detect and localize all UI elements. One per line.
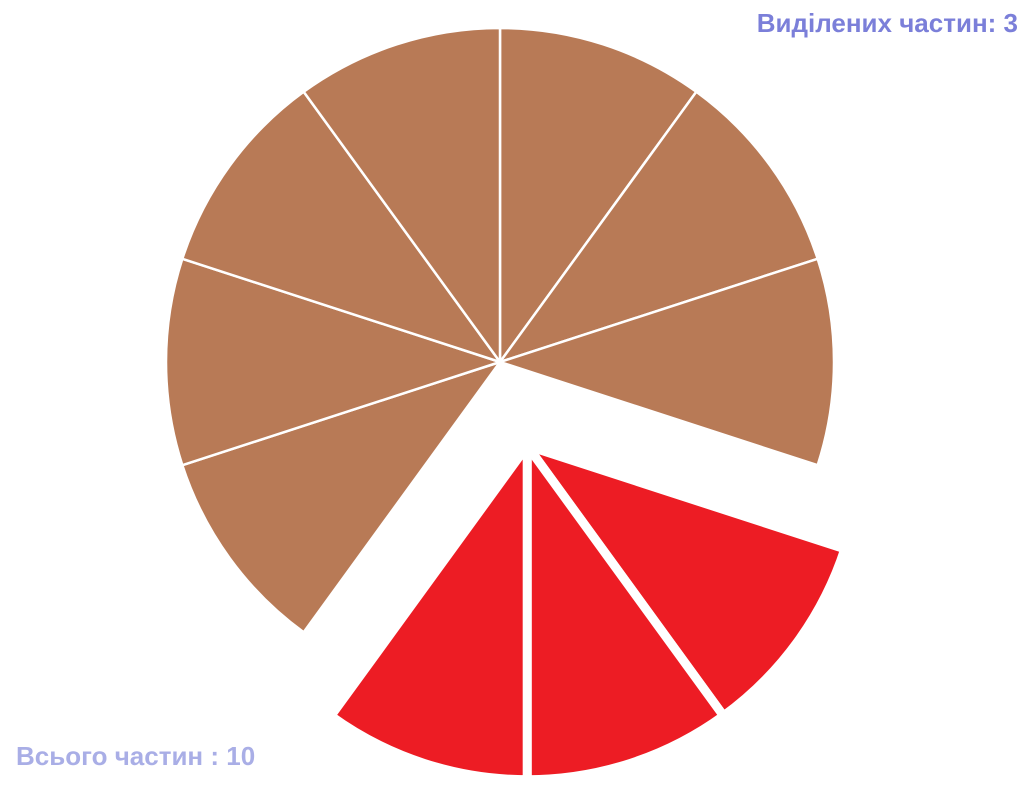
slice xyxy=(498,90,819,364)
selected-parts-label: Виділених частин: 3 xyxy=(756,8,1018,38)
slice xyxy=(498,26,698,364)
total-parts-label: Всього частин : 10 xyxy=(16,741,256,771)
slice xyxy=(302,26,502,364)
slice xyxy=(164,257,502,467)
selected-slice xyxy=(522,441,850,721)
slice xyxy=(498,257,836,467)
slice xyxy=(181,360,502,634)
selected-slice xyxy=(326,441,532,785)
slice xyxy=(181,90,502,364)
selected-slice xyxy=(522,441,729,785)
